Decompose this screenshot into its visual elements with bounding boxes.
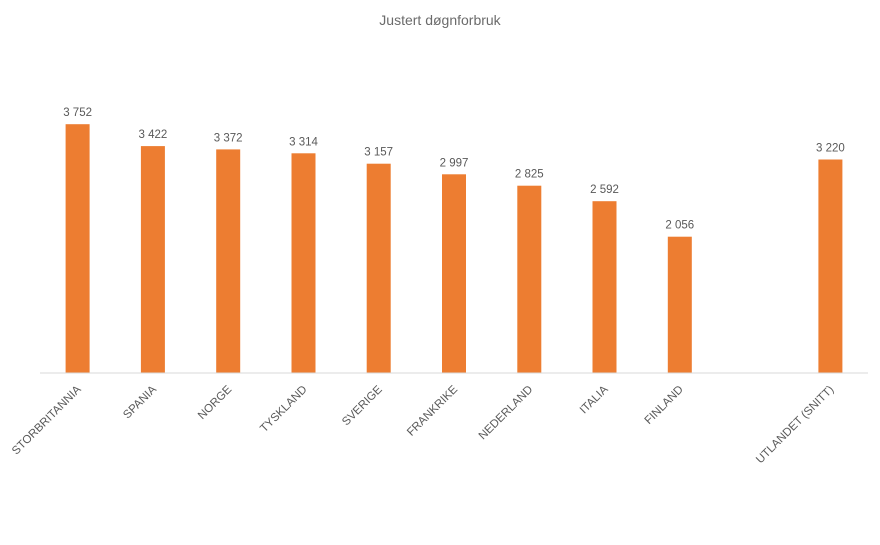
bar-finland xyxy=(667,236,692,373)
data-label: 3 372 xyxy=(214,132,243,144)
data-label: 3 752 xyxy=(63,107,92,119)
data-label: 2 997 xyxy=(440,157,469,169)
x-tick-label: TYSKLAND xyxy=(258,384,309,435)
data-labels-group: 3 752 3 422 3 372 3 314 3 157 2 997 2 825 2 592… xyxy=(63,107,845,232)
bar-storbritannia xyxy=(65,124,90,373)
data-label: 2 825 xyxy=(515,169,544,181)
bars-group xyxy=(65,124,843,373)
x-tick-label: FINLAND xyxy=(643,384,686,427)
x-tick-labels-group: STORBRITANNIA SPANIA NORGE TYSKLAND SVERIGE F… xyxy=(10,383,837,466)
bar-utlandet-snitt xyxy=(818,159,843,373)
bar-norge xyxy=(216,149,241,373)
x-tick-label: SVERIGE xyxy=(340,383,385,428)
x-tick-label: NORGE xyxy=(196,383,235,422)
bar-tyskland xyxy=(291,153,316,373)
bar-nederland xyxy=(517,185,542,373)
bar-spania xyxy=(140,146,165,373)
data-label: 3 220 xyxy=(816,143,845,155)
x-tick-label: SPANIA xyxy=(121,383,159,421)
x-tick-label: NEDERLAND xyxy=(477,384,536,443)
data-label: 2 056 xyxy=(665,220,694,232)
data-label: 3 314 xyxy=(289,136,318,148)
bar-frankrike xyxy=(442,174,466,373)
x-tick-label: STORBRITANNIA xyxy=(10,383,84,457)
data-label: 3 422 xyxy=(139,129,168,141)
data-label: 2 592 xyxy=(590,184,619,196)
x-tick-label: FRANKRIKE xyxy=(405,383,460,438)
x-tick-label: ITALIA xyxy=(578,383,611,416)
x-tick-label: UTLANDET (SNITT) xyxy=(754,384,837,467)
bar-italia xyxy=(592,201,617,373)
data-label: 3 157 xyxy=(364,147,393,159)
chart-title: Justert døgnforbruk xyxy=(379,12,501,28)
bar-sverige xyxy=(366,163,391,373)
